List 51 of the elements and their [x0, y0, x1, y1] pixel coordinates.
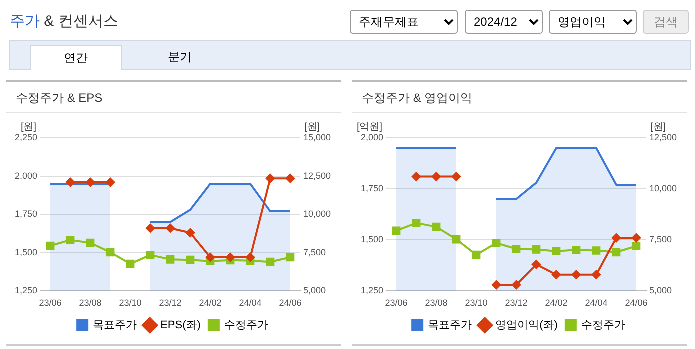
legend-label: EPS(좌): [160, 320, 201, 332]
legend-label: 수정주가: [224, 320, 268, 332]
text: 주재무제표: [350, 10, 458, 34]
x-tick-label: 24/02: [545, 298, 568, 308]
y2-axis-title: [원]: [650, 122, 666, 133]
y-tick-label: 1,250: [360, 286, 384, 296]
x-tick-label: 23/06: [39, 298, 62, 308]
text: 주가 & 컨센서스: [10, 12, 118, 31]
y-tick-label: 1,750: [360, 184, 384, 194]
y-tick-label: 2,000: [360, 132, 384, 142]
x-tick-label: 23/06: [385, 298, 408, 308]
y2-tick-label: 10,000: [303, 209, 332, 220]
x-tick-label: 24/02: [199, 298, 222, 308]
text: 연간: [30, 45, 122, 70]
y-tick-label: 1,750: [14, 209, 38, 220]
x-tick-label: 24/04: [239, 298, 262, 308]
legend-label: 영업이익(좌): [496, 320, 558, 332]
legend-label: 수정주가: [581, 320, 626, 332]
x-tick-label: 23/10: [465, 298, 488, 308]
y2-tick-label: 12,500: [303, 170, 332, 181]
y2-tick-label: 15,000: [303, 132, 332, 142]
x-tick-label: 23/08: [425, 298, 448, 308]
x-tick-label: 24/06: [625, 298, 648, 308]
x-tick-label: 23/12: [505, 298, 528, 308]
y2-tick-label: 5,000: [649, 286, 672, 296]
x-tick-label: 23/12: [159, 298, 182, 308]
y2-tick-label: 5,000: [303, 286, 326, 296]
y-axis-title: [원]: [20, 122, 37, 133]
y2-tick-label: 12,500: [649, 132, 678, 142]
y-tick-label: 1,500: [14, 247, 38, 258]
x-tick-label: 23/10: [119, 298, 142, 308]
y-tick-label: 1,250: [14, 286, 38, 296]
y-tick-label: 2,250: [14, 132, 38, 142]
x-tick-label: 24/04: [585, 298, 608, 308]
x-tick-label: 23/08: [79, 298, 102, 308]
text: 검색: [643, 10, 689, 34]
text: 2024/12: [465, 10, 543, 34]
legend-label: 목표주가: [93, 320, 138, 332]
y-tick-label: 1,500: [360, 234, 384, 245]
chart-title: 수정주가 & EPS: [16, 90, 103, 107]
y2-axis-title: [원]: [304, 122, 320, 133]
y2-tick-label: 7,500: [303, 247, 326, 258]
text: 분기: [167, 49, 193, 66]
y2-tick-label: 10,000: [649, 184, 678, 194]
y2-tick-label: 7,500: [649, 234, 672, 245]
chart-title: 수정주가 & 영업이익: [362, 90, 473, 107]
y-axis-title: [억원]: [356, 122, 383, 133]
y-tick-label: 2,000: [14, 170, 38, 181]
text: 영업이익: [549, 10, 637, 34]
legend-label: 목표주가: [428, 320, 472, 332]
x-tick-label: 24/06: [279, 298, 302, 308]
